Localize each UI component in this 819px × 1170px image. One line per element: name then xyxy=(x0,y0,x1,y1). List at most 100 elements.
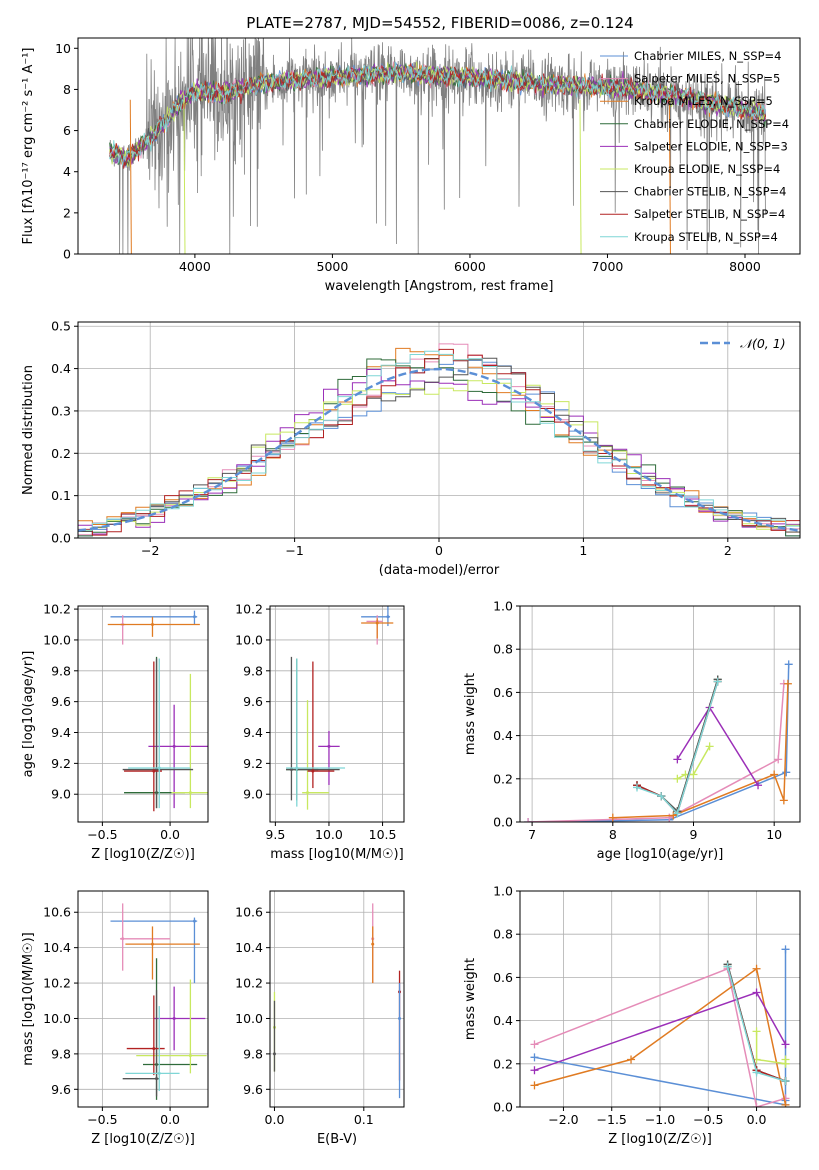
mass_weight_vs_Z-ytick-label: 0.8 xyxy=(493,927,513,942)
residuals-ytick-label: 0.5 xyxy=(51,319,71,334)
mass-weight-marker-kroupa_miles xyxy=(781,1100,790,1107)
legend-label-chabrier_elodie: Chabrier ELODIE, N_SSP=4 xyxy=(634,117,789,131)
age_vs_Z-frame xyxy=(77,605,209,823)
age_vs_mass-xlabel: mass [log10(M/M☉)] xyxy=(270,847,403,862)
legend-label-kroupa_miles: Kroupa MILES, N_SSP=5 xyxy=(634,94,773,108)
mass-weight-marker-kroupa_stelib xyxy=(781,1077,790,1086)
gaussian-reference-line xyxy=(78,367,800,532)
point-salpeter_elodie xyxy=(172,1016,176,1020)
legend-label-salpeter_stelib: Salpeter STELIB, N_SSP=4 xyxy=(634,207,785,221)
residuals-xtick-label: 2 xyxy=(724,543,732,558)
mass_weight_vs_Z-ylabel: mass weight xyxy=(463,958,478,1040)
spectrum-panel: 4000 5000 6000 7000 8000 0 2 4 6 8 10 wavelength [A… xyxy=(21,37,801,294)
mass-weight-marker-kroupa_miles xyxy=(530,1081,539,1090)
mass_vs_ebv-frame xyxy=(269,890,405,1108)
mass-weight-line-chabrier_miles xyxy=(534,949,787,1106)
mass_vs_Z-plot-area xyxy=(110,903,207,1100)
mass-weight-marker-kroupa_miles xyxy=(627,1055,636,1064)
spectrum-ytick-label: 8 xyxy=(63,82,71,97)
mass_vs_ebv-ytick-label: 10.4 xyxy=(235,940,263,955)
mass_vs_Z-ylabel: mass [log10(M/M☉)] xyxy=(21,932,36,1065)
mass-weight-marker-kroupa_miles xyxy=(669,811,678,820)
mass-weight-marker-kroupa_miles xyxy=(608,813,617,822)
spectrum-xtick-label: 8000 xyxy=(729,259,761,274)
mass-weight-marker-kroupa_stelib xyxy=(673,809,682,818)
mass_weight_vs_age-ytick-label: 0.0 xyxy=(493,815,513,830)
residuals-xlabel: (data-model)/error xyxy=(379,563,500,578)
mass_weight_vs_age-plot-area xyxy=(524,660,793,822)
spectrum-xtick-label: 5000 xyxy=(317,259,349,274)
mass_vs_ebv-ytick-label: 9.6 xyxy=(243,1082,263,1097)
mass_weight_vs_Z-ytick-label: 0.2 xyxy=(493,1056,513,1071)
mass-weight-marker-salpeter_elodie xyxy=(530,1066,539,1075)
mass_weight_vs_Z-ytick-label: 0.4 xyxy=(493,1013,513,1028)
legend-label-salpeter_miles: Salpeter MILES, N_SSP=5 xyxy=(634,72,780,86)
mass_weight_vs_age-xtick-label: 9 xyxy=(690,827,698,842)
mass_vs_Z-ytick-label: 10.2 xyxy=(43,976,71,991)
spectrum-legend: Chabrier MILES, N_SSP=4 Salpeter MILES, N… xyxy=(600,49,789,244)
mass_weight_vs_Z-xtick-label: −1.5 xyxy=(597,1112,627,1127)
age_vs_mass-xtick-label: 9.5 xyxy=(265,827,285,842)
mass-weight-marker-kroupa_elodie xyxy=(689,770,698,779)
legend-label-chabrier_stelib: Chabrier STELIB, N_SSP=4 xyxy=(634,185,786,199)
point-chabrier_stelib xyxy=(289,768,293,772)
residuals-xtick-label: −2 xyxy=(141,543,159,558)
point-salpeter_stelib xyxy=(152,1047,156,1051)
age_vs_mass-plot-area xyxy=(286,606,394,810)
mass_weight_vs_Z-xtick-label: 0.0 xyxy=(747,1112,767,1127)
point-kroupa_miles xyxy=(371,942,375,946)
mass-weight-marker-chabrier_miles xyxy=(784,660,793,669)
legend-label-chabrier_miles: Chabrier MILES, N_SSP=4 xyxy=(634,49,781,63)
point-salpeter_stelib xyxy=(152,769,156,773)
mass-weight-marker-salpeter_elodie xyxy=(754,781,763,790)
legend-label-salpeter_elodie: Salpeter ELODIE, N_SSP=3 xyxy=(634,139,788,153)
mass_vs_ebv-plot-area xyxy=(272,903,402,1099)
residual-histogram-chabrier_elodie xyxy=(78,358,800,537)
point-kroupa_miles xyxy=(375,621,379,625)
point-chabrier_stelib xyxy=(272,1052,276,1056)
residuals-plot-area xyxy=(78,343,800,537)
age_vs_mass-xtick-label: 10.0 xyxy=(315,827,343,842)
mass-weight-line-salpeter_miles xyxy=(528,683,785,822)
spectrum-frame xyxy=(77,37,801,255)
spectrum-xlabel: wavelength [Angstrom, rest frame] xyxy=(325,279,554,294)
mass_vs_ebv-ytick-label: 10.0 xyxy=(235,1011,263,1026)
mass-weight-marker-salpeter_miles xyxy=(774,755,783,764)
mass_weight_vs_age-xtick-label: 8 xyxy=(609,827,617,842)
mass_weight_vs_Z-xlabel: Z [log10(Z/Z☉)] xyxy=(608,1132,712,1147)
point-chabrier_miles xyxy=(398,1016,402,1020)
age_vs_mass-ytick-label: 10.2 xyxy=(235,602,263,617)
age_vs_mass-frame xyxy=(269,605,405,823)
age_vs_mass-ytick-label: 9.8 xyxy=(243,663,263,678)
figure-title: PLATE=2787, MJD=54552, FIBERID=0086, z=0… xyxy=(246,14,633,32)
residuals-xtick-label: 1 xyxy=(579,543,587,558)
residuals-ytick-label: 0.1 xyxy=(51,488,71,503)
mass-weight-line-salpeter_stelib xyxy=(636,681,719,815)
point-chabrier_miles xyxy=(192,919,196,923)
point-chabrier_stelib xyxy=(155,768,159,772)
mass-weight-marker-salpeter_miles xyxy=(752,1103,761,1107)
age_vs_Z-ytick-label: 10.2 xyxy=(43,602,71,617)
mass-weight-marker-kroupa_miles xyxy=(770,770,779,779)
residuals-ytick-label: 0.2 xyxy=(51,446,71,461)
point-salpeter_stelib xyxy=(311,769,315,773)
mass-weight-line-salpeter_miles xyxy=(534,967,786,1107)
residual-histogram-kroupa_elodie xyxy=(78,380,800,532)
mass_weight_vs_Z-panel: −2.0 −1.5 −1.0 −0.5 0.0 0.0 0.2 0.4 0.6 0.8 1.0 Z [… xyxy=(463,884,801,1147)
mass_weight_vs_age-frame xyxy=(519,605,801,823)
spectrum-ylabel: Flux [fλ10⁻¹⁷ erg cm⁻² s⁻¹ A⁻¹] xyxy=(21,48,36,245)
residuals-legend-label: 𝒩(0, 1) xyxy=(740,336,786,351)
mass_vs_ebv-panel: 0.0 0.1 9.6 9.8 10.0 10.2 10.4 10.6 E(B-V) xyxy=(235,890,405,1147)
point-kroupa_miles xyxy=(150,623,154,627)
point-salpeter_elodie xyxy=(172,744,176,748)
age_vs_mass-ytick-label: 9.6 xyxy=(243,694,263,709)
model-spectrum-kroupa_stelib xyxy=(109,62,767,166)
point-kroupa_elodie xyxy=(188,1054,192,1058)
residuals-panel: −2 −1 0 1 2 0.0 0.1 0.2 0.3 0.4 0.5 (data-model)/er… xyxy=(21,319,801,578)
point-kroupa_elodie xyxy=(188,791,192,795)
mass_vs_Z-ytick-label: 9.8 xyxy=(51,1046,71,1061)
age_vs_Z-ytick-label: 9.4 xyxy=(51,725,71,740)
point-kroupa_stelib xyxy=(157,766,161,770)
mass-weight-marker-kroupa_stelib xyxy=(657,792,666,801)
mass_vs_ebv-xlabel: E(B-V) xyxy=(317,1132,357,1147)
